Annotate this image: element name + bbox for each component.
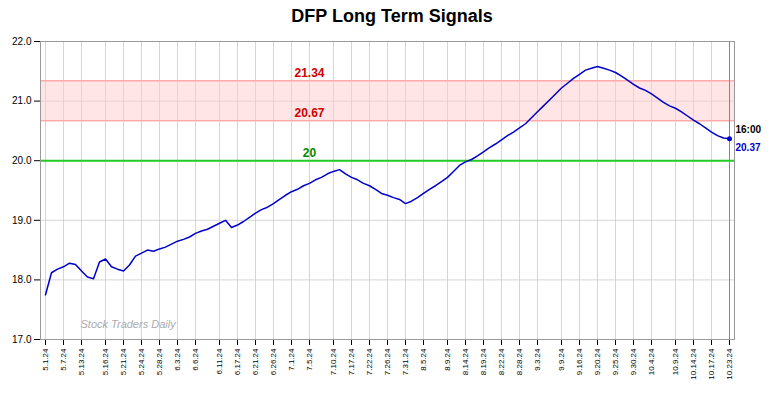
svg-text:10.17.24: 10.17.24 xyxy=(707,348,716,380)
svg-text:7.17.24: 7.17.24 xyxy=(347,348,356,375)
svg-text:5.24.24: 5.24.24 xyxy=(137,348,146,375)
svg-text:10.9.24: 10.9.24 xyxy=(671,348,680,375)
svg-text:7.1.24: 7.1.24 xyxy=(287,348,296,371)
svg-text:5.1.24: 5.1.24 xyxy=(41,348,50,371)
svg-text:5.21.24: 5.21.24 xyxy=(119,348,128,375)
svg-text:21.0: 21.0 xyxy=(12,95,32,106)
svg-text:20.0: 20.0 xyxy=(12,155,32,166)
svg-text:8.22.24: 8.22.24 xyxy=(497,348,506,375)
svg-text:10.14.24: 10.14.24 xyxy=(689,348,698,380)
svg-text:9.25.24: 9.25.24 xyxy=(611,348,620,375)
svg-text:10.4.24: 10.4.24 xyxy=(647,348,656,375)
svg-text:6.17.24: 6.17.24 xyxy=(233,348,242,375)
svg-text:18.0: 18.0 xyxy=(12,274,32,285)
svg-text:21.34: 21.34 xyxy=(294,66,324,80)
svg-text:5.7.24: 5.7.24 xyxy=(59,348,68,371)
svg-text:9.30.24: 9.30.24 xyxy=(629,348,638,375)
svg-text:20.67: 20.67 xyxy=(294,106,324,120)
svg-text:20.37: 20.37 xyxy=(736,142,761,153)
svg-text:20: 20 xyxy=(303,146,317,160)
html-text:DFP Long Term Signals: DFP Long Term Signals xyxy=(291,6,493,26)
svg-text:16:00: 16:00 xyxy=(736,124,762,135)
svg-text:8.9.24: 8.9.24 xyxy=(443,348,452,371)
svg-text:6.26.24: 6.26.24 xyxy=(269,348,278,375)
svg-text:7.22.24: 7.22.24 xyxy=(365,348,374,375)
svg-text:8.28.24: 8.28.24 xyxy=(515,348,524,375)
svg-text:9.20.24: 9.20.24 xyxy=(593,348,602,375)
svg-text:10.23.24: 10.23.24 xyxy=(725,348,734,380)
svg-text:5.16.24: 5.16.24 xyxy=(101,348,110,375)
svg-text:8.14.24: 8.14.24 xyxy=(461,348,470,375)
svg-text:5.28.24: 5.28.24 xyxy=(155,348,164,375)
svg-text:7.31.24: 7.31.24 xyxy=(401,348,410,375)
svg-text:17.0: 17.0 xyxy=(12,334,32,345)
svg-text:6.6.24: 6.6.24 xyxy=(191,348,200,371)
svg-text:22.0: 22.0 xyxy=(12,36,32,47)
svg-text:Stock Traders Daily: Stock Traders Daily xyxy=(81,318,178,330)
svg-text:6.11.24: 6.11.24 xyxy=(215,348,224,375)
svg-text:7.10.24: 7.10.24 xyxy=(329,348,338,375)
svg-text:7.26.24: 7.26.24 xyxy=(383,348,392,375)
svg-text:6.3.24: 6.3.24 xyxy=(173,348,182,371)
svg-text:8.5.24: 8.5.24 xyxy=(419,348,428,371)
svg-text:19.0: 19.0 xyxy=(12,215,32,226)
svg-text:9.3.24: 9.3.24 xyxy=(533,348,542,371)
svg-text:7.5.24: 7.5.24 xyxy=(305,348,314,371)
svg-text:9.16.24: 9.16.24 xyxy=(575,348,584,375)
svg-text:9.9.24: 9.9.24 xyxy=(557,348,566,371)
svg-text:6.21.24: 6.21.24 xyxy=(251,348,260,375)
svg-text:8.19.24: 8.19.24 xyxy=(479,348,488,375)
svg-text:5.13.24: 5.13.24 xyxy=(77,348,86,375)
